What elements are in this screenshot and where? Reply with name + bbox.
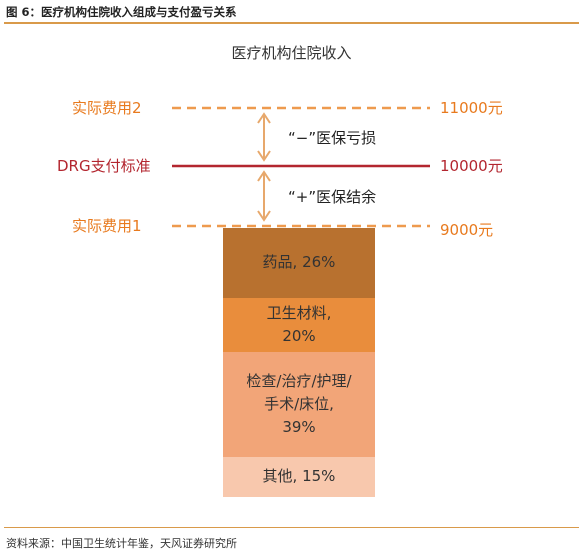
bar-segment-2: 检查/治疗/护理/手术/床位, 39% [223, 351, 375, 457]
bar-segment-1: 卫生材料, 20% [223, 297, 375, 352]
surplus-annotation: “+”医保结余 [288, 188, 377, 206]
bar-segment-label-line: 手术/床位, [264, 394, 334, 413]
bar-segment-label-line: 20% [282, 326, 316, 345]
bar-segment-label-line: 卫生材料, [266, 303, 332, 322]
level-value-drg-standard: 10000元 [440, 157, 503, 175]
figure-title: 图 6：医疗机构住院收入组成与支付盈亏关系 [6, 5, 237, 19]
bar-segment-label-line: 检查/治疗/护理/ [246, 371, 352, 390]
level-label-actual-cost-1: 实际费用1 [72, 217, 142, 235]
level-value-actual-cost-1: 9000元 [440, 221, 494, 239]
level-value-actual-cost-2: 11000元 [440, 99, 503, 117]
bar-segment-3: 其他, 15% [223, 456, 375, 497]
bar-segment-label-line: 其他, 15% [262, 467, 336, 486]
bar-segment-label-line: 39% [282, 417, 316, 436]
level-label-drg-standard: DRG支付标准 [57, 157, 151, 175]
bar-segment-0: 药品, 26% [223, 228, 375, 298]
surplus-arrow [257, 170, 271, 222]
loss-arrow [257, 112, 271, 162]
bar-segment-label: 检查/治疗/护理/手术/床位, 39% [246, 370, 351, 439]
level-label-actual-cost-2: 实际费用2 [72, 99, 142, 117]
bar-segment-label: 其他, 15% [263, 465, 336, 488]
bar-segment-label: 卫生材料, 20% [267, 302, 332, 348]
bar-segment-label-line: 药品, 26% [262, 253, 336, 272]
diagram-title: 医疗机构住院收入 [231, 44, 352, 62]
title-divider [4, 22, 579, 24]
footer-divider [4, 527, 579, 528]
bar-segment-label: 药品, 26% [263, 251, 336, 274]
source-note: 资料来源：中国卫生统计年鉴，天风证券研究所 [6, 537, 237, 550]
loss-annotation: “−”医保亏损 [288, 129, 377, 147]
